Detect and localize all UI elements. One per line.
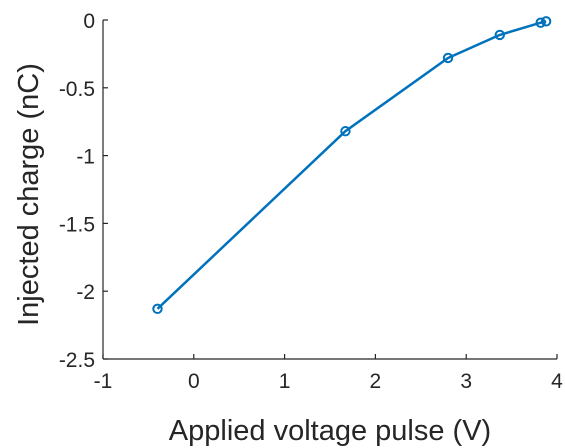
plot-area xyxy=(102,20,557,360)
x-tick-label: -1 xyxy=(94,370,113,393)
data-point xyxy=(152,303,163,315)
data-point xyxy=(442,52,454,64)
y-tick-label: 0 xyxy=(83,10,95,33)
x-axis-ticks: -1 0 1 2 3 4 xyxy=(94,354,563,393)
data-point xyxy=(494,29,505,41)
x-tick-label: 1 xyxy=(279,370,291,393)
y-tick-label: -2.5 xyxy=(59,349,95,372)
series-line xyxy=(156,20,547,310)
y-tick-label: -1.5 xyxy=(59,213,95,236)
x-tick-label: 3 xyxy=(460,370,472,393)
x-tick-label: 2 xyxy=(370,370,382,393)
data-point xyxy=(340,125,351,137)
series-layer xyxy=(152,16,552,315)
y-axis-ticks: -2.5 -2 -1.5 -1 -0.5 0 xyxy=(59,10,108,372)
data-point xyxy=(535,17,546,28)
y-tick-label: -2 xyxy=(76,281,95,304)
x-tick-label: 4 xyxy=(551,370,563,393)
y-tick-label: -0.5 xyxy=(59,78,95,101)
y-axis-title: Injected charge (nC) xyxy=(13,63,45,326)
x-axis-title: Applied voltage pulse (V) xyxy=(169,415,491,447)
x-tick-label: 0 xyxy=(188,370,200,393)
y-tick-label: -1 xyxy=(76,146,95,169)
data-point xyxy=(540,16,552,27)
